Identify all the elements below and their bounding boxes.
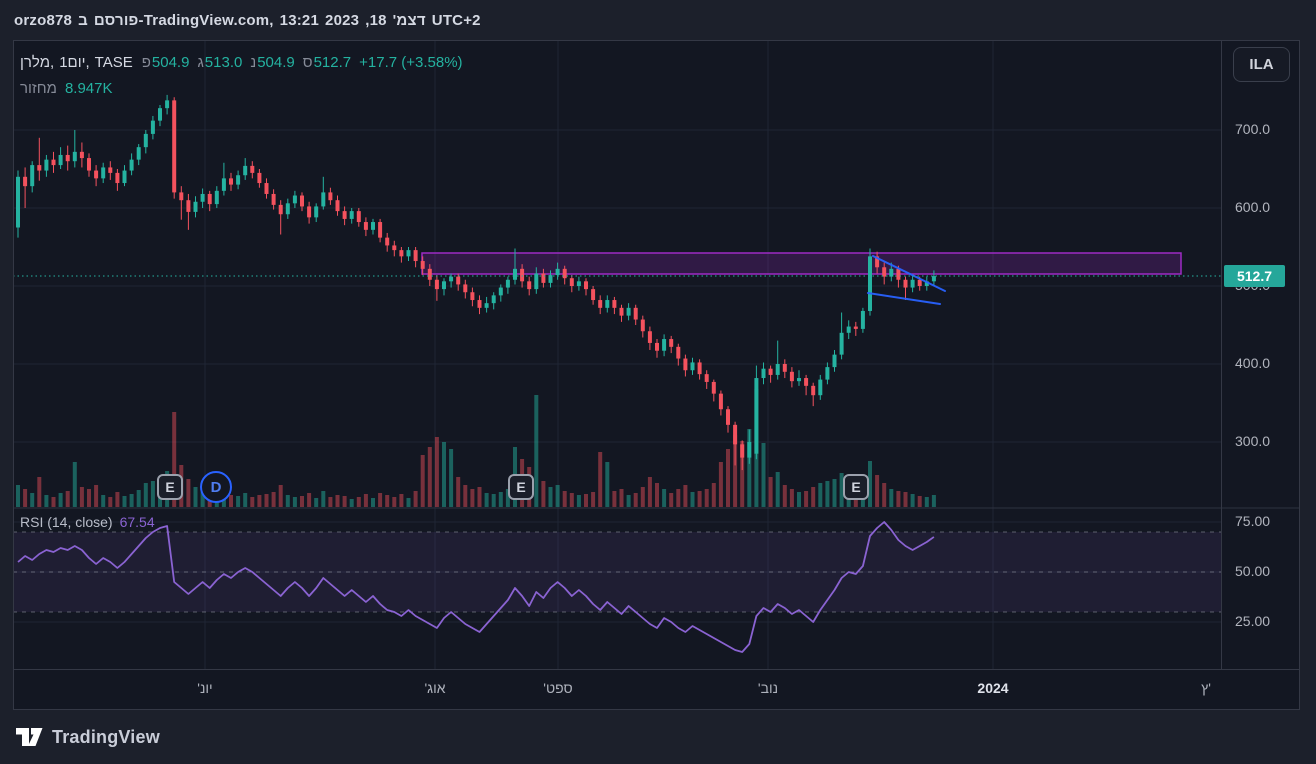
rsi-axis-label: 50.00 (1235, 563, 1271, 579)
publish-info-token-3: 13:21 (279, 11, 320, 29)
symbol-legend-token-10: 512.7 (313, 54, 352, 71)
rsi-legend-token-0: RSI (14, close) (20, 514, 113, 530)
volume-legend: מחזור 8.947K (20, 80, 112, 97)
price-axis-label: 700.0 (1235, 121, 1271, 137)
symbol-legend: מלרן, 1יום, TASE פ 504.9 ג 513.0 נ 504.9 ס 512.7 +1… (20, 54, 463, 71)
earnings-marker[interactable]: E (508, 474, 534, 500)
symbol-legend-token-4: 504.9 (151, 54, 190, 71)
publish-info-token-0: orzo878 (14, 11, 73, 29)
publish-info-bar: orzo878 ב פורסם-TradingView.com, 13:21 2023,… (14, 0, 481, 40)
rsi-axis-label: 25.00 (1235, 613, 1271, 629)
publish-info-token-6: דצמ' (392, 11, 426, 29)
dividend-marker[interactable]: D (200, 471, 232, 503)
time-axis-label: ספט' (543, 680, 573, 696)
symbol-legend-token-11: +17.7 (+3.58%) (359, 54, 463, 71)
rsi-legend: RSI (14, close) 67.54 (20, 514, 155, 530)
rsi-legend-token-1: 67.54 (119, 514, 155, 530)
publish-info-token-2: פורסם-TradingView.com, (93, 11, 274, 29)
symbol-legend-token-3: פ (141, 54, 151, 71)
publish-info-token-4: 2023 (325, 11, 360, 29)
symbol-legend-token-5: ג (197, 54, 204, 71)
publish-info-token-1: ב (78, 11, 88, 29)
publish-info-token-7: UTC+2 (431, 11, 481, 29)
tradingview-logo-text[interactable]: TradingView (52, 726, 160, 747)
symbol-badge[interactable]: ILA (1233, 47, 1290, 82)
earnings-marker[interactable]: E (157, 474, 183, 500)
price-axis-label: 300.0 (1235, 433, 1271, 449)
symbol-legend-token-2: TASE (94, 54, 133, 71)
time-axis-label: נוב' (757, 680, 779, 696)
publish-info-token-5: ,18 (365, 11, 387, 29)
time-axis[interactable]: יונ' אוג' ספט' נוב' 2024 ץ' (13, 669, 1300, 710)
symbol-legend-token-9: ס (302, 54, 313, 71)
price-axis-label: 600.0 (1235, 199, 1271, 215)
symbol-legend-token-6: 513.0 (204, 54, 243, 71)
footer: TradingView (16, 722, 160, 752)
time-axis-label: ץ' (1201, 680, 1211, 696)
last-price-badge: 512.7 (1224, 265, 1285, 287)
symbol-legend-token-7: נ (250, 54, 257, 71)
volume-legend-token-0: מחזור (20, 80, 57, 97)
rsi-axis-label: 75.00 (1235, 513, 1271, 529)
time-axis-label: 2024 (977, 680, 1009, 696)
earnings-marker[interactable]: E (843, 474, 869, 500)
symbol-legend-token-0: מלרן, (20, 54, 55, 71)
time-axis-label: יונ' (197, 680, 213, 696)
volume-legend-token-1: 8.947K (64, 80, 113, 97)
price-axis-label: 400.0 (1235, 355, 1271, 371)
symbol-legend-token-8: 504.9 (257, 54, 295, 71)
symbol-legend-token-1: 1יום, (59, 54, 90, 71)
tradingview-logo-icon (16, 727, 43, 746)
time-axis-label: אוג' (424, 680, 446, 696)
